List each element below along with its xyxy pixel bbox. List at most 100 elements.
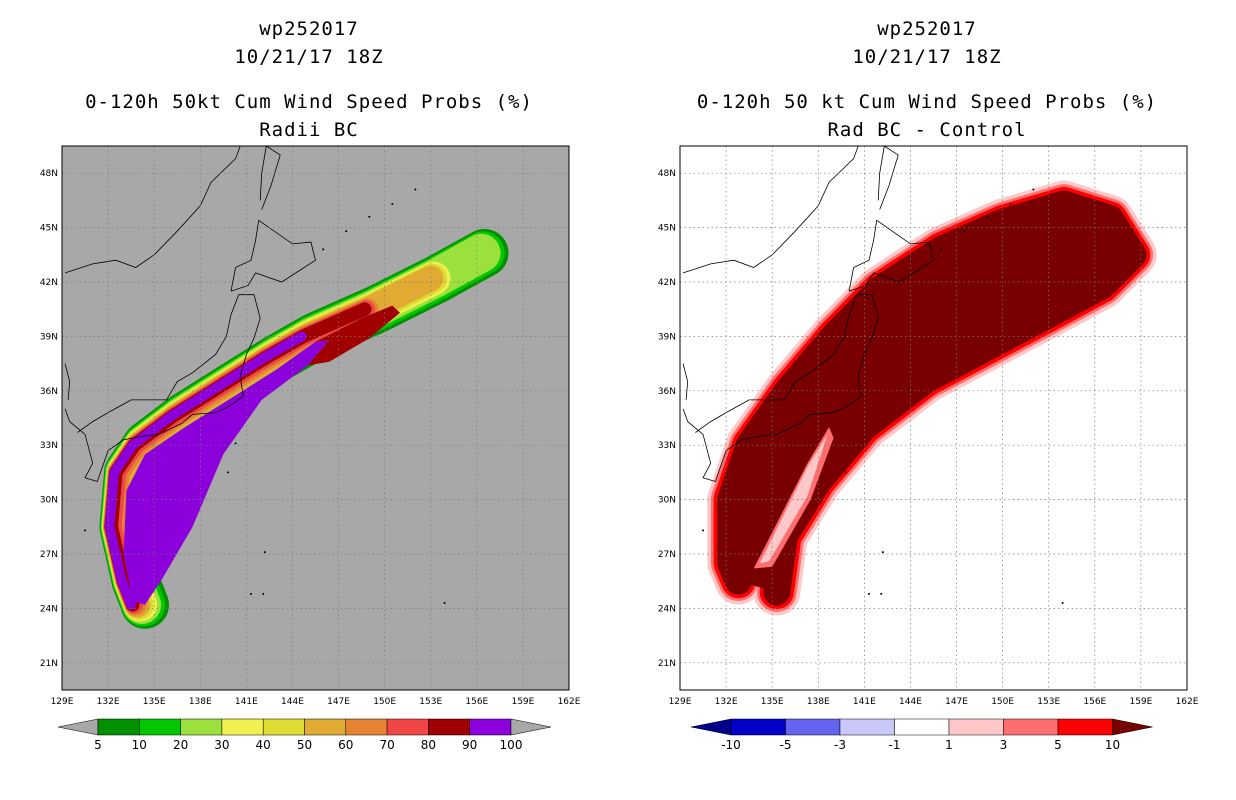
colorbar-label: -3 <box>834 738 846 752</box>
x-tick-label: 138E <box>189 697 212 707</box>
island-marker <box>226 471 229 474</box>
colorbar-low-arrow <box>690 718 732 736</box>
y-tick-label: 48N <box>40 169 58 179</box>
y-tick-label: 48N <box>658 169 676 179</box>
x-tick-label: 135E <box>761 697 784 707</box>
diff-fill-3 <box>730 204 1134 593</box>
colorbar-swatch <box>1057 718 1113 736</box>
coastline-2 <box>259 146 281 210</box>
colorbar-swatch <box>180 718 223 736</box>
x-tick-label: 141E <box>235 697 258 707</box>
right-panel: wp252017 10/21/17 18Z 0-120h 50 kt Cum W… <box>618 0 1236 800</box>
island-marker <box>263 551 266 554</box>
left-chart-title: 0-120h 50kt Cum Wind Speed Probs (%) <box>85 91 533 113</box>
coastline-4 <box>682 363 689 400</box>
map-frame <box>61 145 570 691</box>
colorbar-swatch <box>139 718 181 736</box>
island-marker <box>1061 601 1064 604</box>
map-frame <box>679 145 1188 691</box>
island-marker <box>1032 188 1035 191</box>
x-tick-label: 132E <box>97 697 120 707</box>
colorbar-high-arrow <box>1112 718 1153 736</box>
y-tick-label: 33N <box>658 441 676 451</box>
x-tick-label: 153E <box>419 697 442 707</box>
x-tick-label: 150E <box>991 697 1014 707</box>
island-marker <box>963 230 966 233</box>
left-panel: wp252017 10/21/17 18Z 0-120h 50kt Cum Wi… <box>40 18 581 752</box>
colorbar-swatch <box>469 718 512 736</box>
x-tick-label: 147E <box>945 697 968 707</box>
x-tick-label: 162E <box>558 697 581 707</box>
coastline-3 <box>64 146 241 274</box>
right-difference-map: 129E 132E 135E 138E 141E 144E 147E 150E 153E 156E… <box>658 145 1199 752</box>
island-marker <box>867 592 870 595</box>
colorbar-label: 100 <box>500 738 523 752</box>
island-marker <box>234 442 237 445</box>
y-tick-label: 42N <box>658 278 676 288</box>
colorbar-swatch <box>345 718 388 736</box>
left-storm-id: wp252017 <box>259 18 359 40</box>
island-marker <box>844 471 847 474</box>
colorbar-label: 60 <box>338 738 353 752</box>
x-tick-label: 156E <box>465 697 488 707</box>
x-tick-label: 141E <box>853 697 876 707</box>
x-tick-label: 147E <box>327 697 350 707</box>
colorbar-label: 10 <box>132 738 147 752</box>
x-tick-label: 144E <box>899 697 922 707</box>
colorbar-swatch <box>839 718 895 736</box>
island-marker <box>391 203 394 206</box>
x-tick-label: 162E <box>1176 697 1199 707</box>
y-tick-label: 39N <box>658 332 676 342</box>
x-tick-label: 144E <box>281 697 304 707</box>
right-storm-id: wp252017 <box>877 18 977 40</box>
x-tick-label: 159E <box>511 697 534 707</box>
colorbar-label: 70 <box>379 738 394 752</box>
island-marker <box>940 248 943 251</box>
colorbar-label: 30 <box>214 738 229 752</box>
right-chart-title: 0-120h 50 kt Cum Wind Speed Probs (%) <box>696 91 1158 113</box>
island-marker <box>249 592 252 595</box>
colorbar-high-arrow <box>510 718 552 736</box>
y-tick-label: 36N <box>40 387 58 397</box>
x-tick-label: 129E <box>51 697 74 707</box>
y-tick-label: 24N <box>40 604 58 614</box>
island-marker <box>262 592 265 595</box>
coastline-3 <box>682 146 859 274</box>
island-marker <box>368 215 371 218</box>
colorbar-label: 20 <box>173 738 188 752</box>
left-datetime: 10/21/17 18Z <box>234 46 384 68</box>
colorbar-swatch <box>730 718 786 736</box>
coastline-0 <box>64 294 261 482</box>
colorbar-swatch <box>785 718 841 736</box>
y-tick-label: 45N <box>658 224 676 234</box>
x-tick-label: 138E <box>807 697 830 707</box>
diff-gap-inner <box>759 434 828 564</box>
prob-band-90 <box>104 331 307 610</box>
colorbar-label: 50 <box>297 738 312 752</box>
y-tick-label: 39N <box>40 332 58 342</box>
coastline-4 <box>64 363 71 400</box>
colorbar-label: 5 <box>94 738 102 752</box>
colorbar-label: 5 <box>1054 738 1062 752</box>
colorbar-low-arrow <box>57 718 99 736</box>
x-tick-label: 156E <box>1083 697 1106 707</box>
y-tick-label: 36N <box>658 387 676 397</box>
right-datetime: 10/21/17 18Z <box>852 46 1002 68</box>
colorbar-label: 90 <box>462 738 477 752</box>
colorbar-swatch <box>97 718 140 736</box>
x-tick-label: 153E <box>1037 697 1060 707</box>
coastline-2 <box>877 146 899 210</box>
colorbar-label: 10 <box>1105 738 1120 752</box>
island-marker <box>322 248 325 251</box>
colorbar-swatch <box>1003 718 1059 736</box>
y-tick-label: 27N <box>658 550 676 560</box>
colorbar-label: 40 <box>256 738 271 752</box>
y-tick-label: 42N <box>40 278 58 288</box>
coastline-1 <box>230 219 316 292</box>
island-marker <box>662 562 664 564</box>
colorbar-label: -1 <box>889 738 901 752</box>
colorbar-label: 3 <box>1000 738 1008 752</box>
island-marker <box>881 551 884 554</box>
diff-band-3 <box>717 190 1147 606</box>
coastline-0 <box>682 294 879 482</box>
